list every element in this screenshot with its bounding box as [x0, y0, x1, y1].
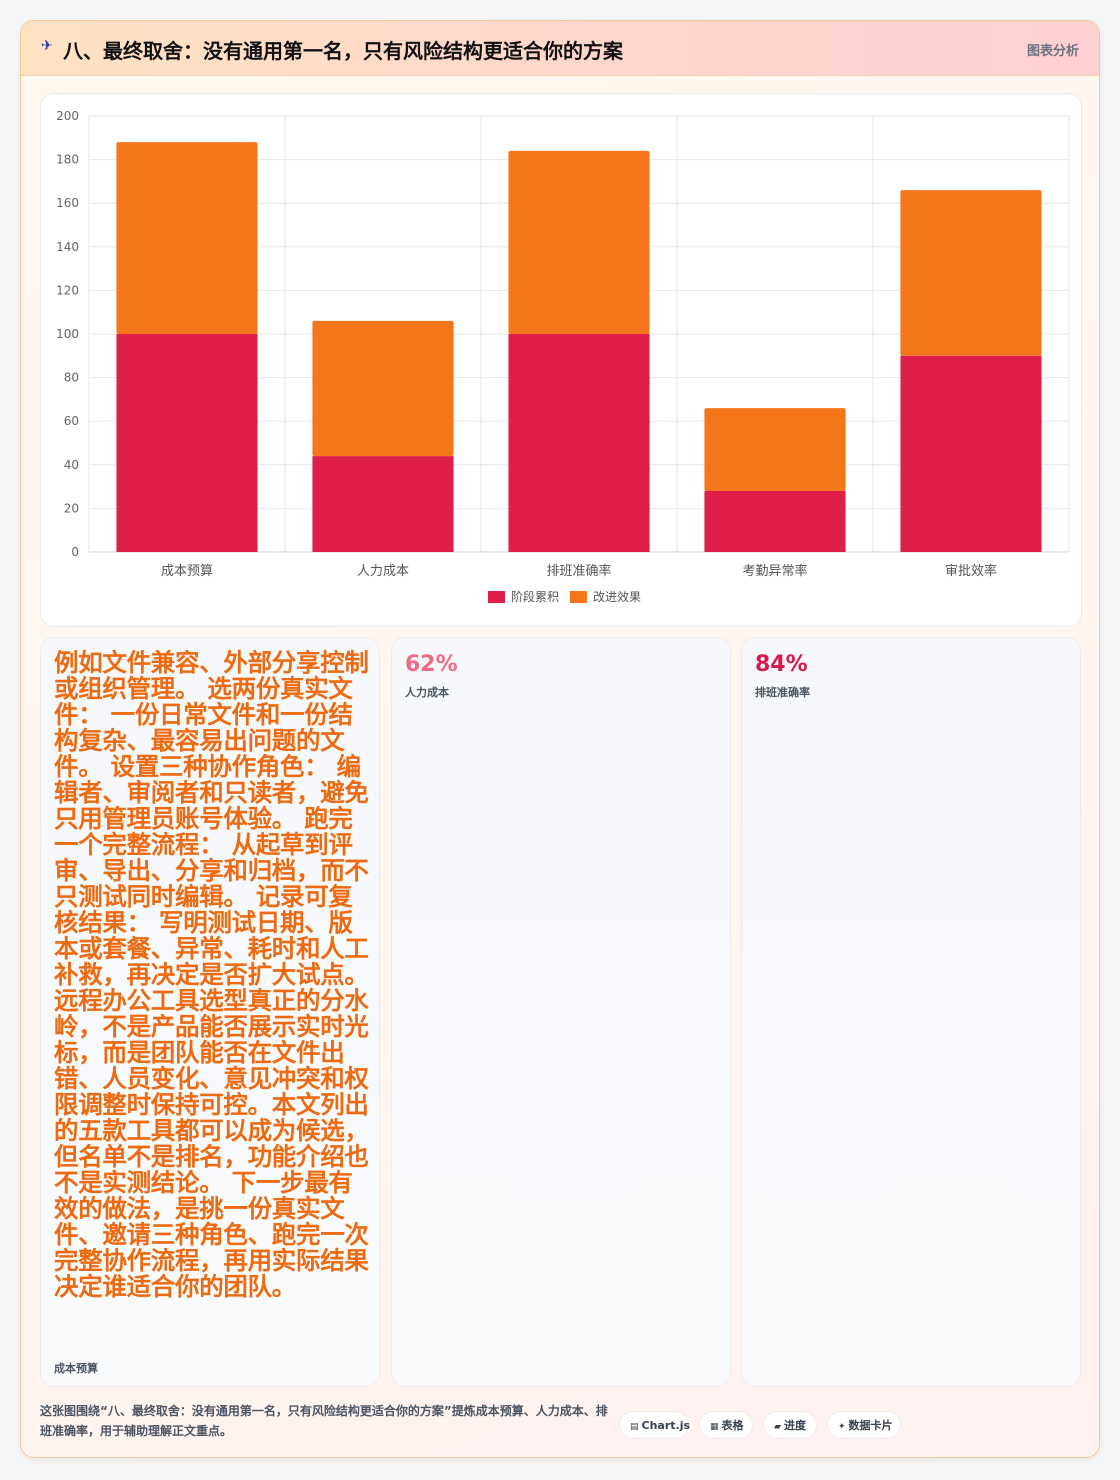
- legend-swatch: [488, 591, 505, 603]
- stat-card-text: 例如文件兼容、外部分享控制或组织管理。 选两份真实文件： 一份日常文件和一份结构…: [54, 648, 369, 1301]
- stat-card-label: 人力成本: [405, 686, 449, 699]
- chip-table[interactable]: ▦ 表格: [699, 1411, 753, 1439]
- sparkle-icon: ✦: [838, 1422, 846, 1432]
- y-tick-label: 180: [56, 153, 79, 167]
- chip-data-card[interactable]: ✦ 数据卡片: [827, 1411, 901, 1439]
- y-tick-label: 140: [56, 240, 79, 254]
- chart-legend: 阶段累积 改进效果: [488, 589, 641, 604]
- chart-card: ✈ 八、最终取舍：没有通用第一名，只有风险结构更适合你的方案 图表分析 0 20 4…: [20, 20, 1100, 1458]
- table-icon: ▦: [710, 1422, 719, 1432]
- bar-segment: [116, 334, 258, 552]
- chart-panel: 0 20 40 60 80 100 120 140 160 180 200 成本预算 人力成本 排班准确…: [40, 93, 1082, 627]
- y-tick-label: 120: [56, 283, 79, 297]
- legend-label: 改进效果: [593, 589, 641, 604]
- legend-label: 阶段累积: [511, 589, 559, 604]
- chip-label: 进度: [783, 1419, 806, 1432]
- x-tick-label: 成本预算: [161, 564, 213, 579]
- stat-card-cost-budget: 例如文件兼容、外部分享控制或组织管理。 选两份真实文件： 一份日常文件和一份结构…: [40, 637, 380, 1387]
- stat-card-schedule-accuracy: 84% 排班准确率: [741, 637, 1081, 1387]
- plane-icon: ✈: [41, 38, 53, 54]
- chip-label: Chart.js: [641, 1419, 691, 1432]
- y-tick-label: 40: [64, 458, 79, 472]
- bar-segment: [900, 190, 1042, 356]
- chip-chartjs[interactable]: ▤ Chart.js: [619, 1411, 691, 1439]
- y-tick-label: 200: [56, 109, 79, 123]
- legend-swatch: [570, 591, 587, 603]
- bar-segment: [508, 334, 650, 552]
- stacked-bar-chart: 0 20 40 60 80 100 120 140 160 180 200 成本预算 人力成本 排班准确…: [56, 109, 1070, 604]
- bar-segment: [704, 408, 846, 491]
- bars: [116, 142, 1042, 552]
- progress-icon: ▰: [774, 1422, 781, 1432]
- stat-card-label: 成本预算: [54, 1362, 98, 1375]
- bar-segment: [312, 320, 454, 457]
- y-axis-ticks: 0 20 40 60 80 100 120 140 160 180 200: [56, 109, 79, 559]
- card-header: ✈ 八、最终取舍：没有通用第一名，只有风险结构更适合你的方案 图表分析: [21, 21, 1099, 76]
- bar-segment: [704, 490, 846, 552]
- chart-analysis-tag: 图表分析: [1026, 44, 1079, 59]
- stat-card-value: 62%: [405, 652, 458, 677]
- y-tick-label: 20: [64, 501, 79, 515]
- stat-card-label: 排班准确率: [755, 686, 810, 699]
- x-tick-label: 考勤异常率: [742, 563, 807, 579]
- y-tick-label: 60: [64, 414, 79, 428]
- y-tick-label: 160: [56, 196, 79, 210]
- bar-segment: [116, 142, 258, 334]
- chart-icon: ▤: [630, 1422, 639, 1432]
- y-tick-label: 80: [64, 371, 79, 385]
- bar-segment: [900, 355, 1042, 552]
- chip-label: 表格: [721, 1419, 744, 1432]
- stat-card-value: 84%: [755, 652, 808, 677]
- page-title: 八、最终取舍：没有通用第一名，只有风险结构更适合你的方案: [63, 39, 623, 63]
- chart-caption: 这张图围绕“八、最终取舍：没有通用第一名，只有风险结构更适合你的方案”提炼成本预…: [40, 1404, 608, 1438]
- chip-label: 数据卡片: [848, 1419, 893, 1432]
- x-tick-label: 审批效率: [945, 563, 997, 579]
- x-tick-label: 排班准确率: [546, 563, 611, 579]
- bar-segment: [508, 150, 650, 334]
- x-tick-label: 人力成本: [357, 564, 409, 579]
- stat-card-labor-cost: 62% 人力成本: [391, 637, 731, 1387]
- y-tick-label: 100: [56, 327, 79, 341]
- bar-segment: [312, 456, 454, 552]
- x-axis-labels: 成本预算 人力成本 排班准确率 考勤异常率 审批效率: [161, 563, 997, 579]
- y-tick-label: 0: [71, 545, 79, 559]
- chip-progress[interactable]: ▰ 进度: [763, 1411, 817, 1439]
